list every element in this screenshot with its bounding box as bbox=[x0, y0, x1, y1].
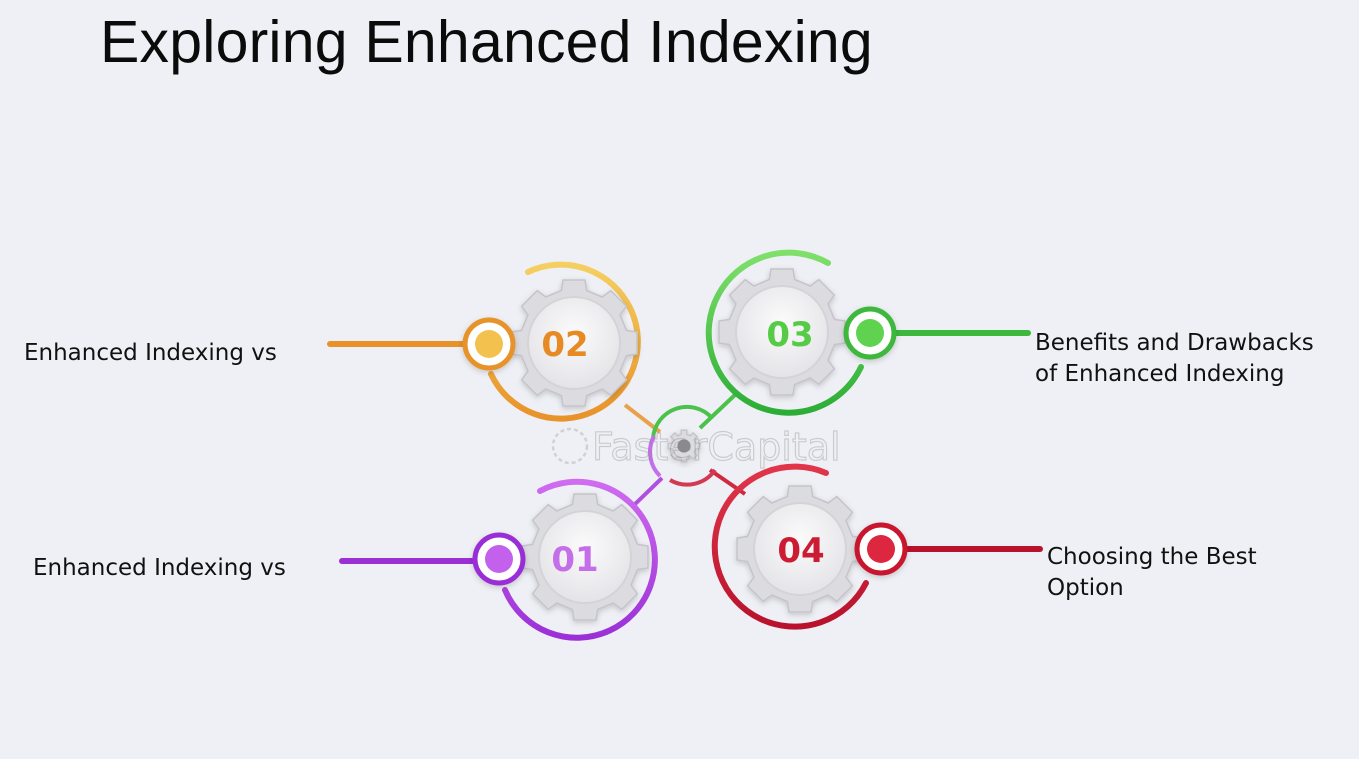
step-03: 03 bbox=[705, 249, 1031, 416]
step-01-label-line-1: Enhanced Indexing vs bbox=[33, 555, 286, 581]
step-01-arc bbox=[502, 478, 658, 641]
center-hub bbox=[648, 404, 717, 487]
step-04-arc bbox=[711, 463, 869, 630]
step-03-arc bbox=[705, 249, 864, 416]
step-04-label-line-1: Choosing the Best bbox=[1047, 544, 1257, 570]
step-02-label-line-1: Enhanced Indexing vs bbox=[24, 340, 277, 366]
watermark-logo-icon bbox=[551, 427, 589, 465]
step-03-number: 03 bbox=[766, 315, 813, 355]
watermark-text: FasterCapital bbox=[592, 425, 841, 469]
step-03-label-line-1: Benefits and Drawbacks bbox=[1035, 330, 1314, 356]
step-02: 02 bbox=[327, 261, 641, 422]
page-title: Exploring Enhanced Indexing bbox=[100, 9, 873, 75]
step-04-label-line-2: Option bbox=[1047, 575, 1124, 601]
step-04-label: Choosing the Best Option bbox=[1047, 542, 1257, 604]
step-03-label: Benefits and Drawbacks of Enhanced Index… bbox=[1035, 328, 1314, 390]
step-01-label: Enhanced Indexing vs bbox=[33, 553, 286, 584]
watermark: FasterCapital bbox=[551, 424, 841, 470]
connector-03 bbox=[698, 391, 739, 430]
hub-gear-icon bbox=[667, 429, 701, 463]
step-04-number: 04 bbox=[777, 531, 824, 571]
step-02-number: 02 bbox=[541, 325, 588, 365]
step-02-label: Enhanced Indexing vs bbox=[24, 338, 277, 369]
step-03-label-line-2: of Enhanced Indexing bbox=[1035, 361, 1285, 387]
step-02-arc bbox=[488, 261, 641, 422]
step-01: 01 bbox=[339, 478, 658, 641]
step-01-number: 01 bbox=[551, 540, 598, 580]
step-04: 04 bbox=[711, 463, 1043, 630]
connector-01 bbox=[630, 476, 664, 509]
